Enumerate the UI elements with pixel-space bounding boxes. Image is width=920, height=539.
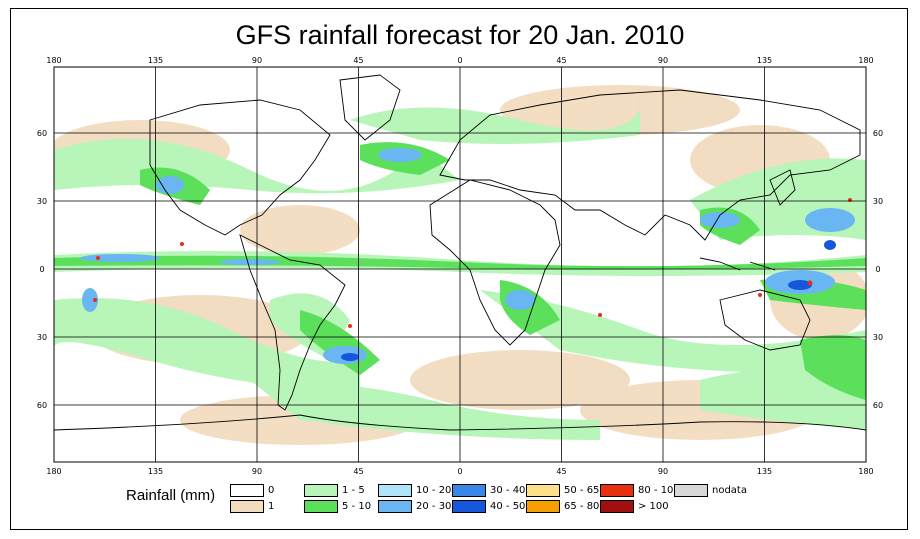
lon-tick-top: 0 bbox=[457, 56, 462, 65]
legend-swatch bbox=[230, 500, 264, 513]
legend-label: 5 - 10 bbox=[342, 501, 372, 512]
lat-tick-right: 30 bbox=[873, 333, 883, 342]
legend-title: Rainfall (mm) bbox=[126, 487, 216, 504]
lat-tick-right: 60 bbox=[873, 401, 883, 410]
lon-tick-bottom: 135 bbox=[757, 467, 772, 476]
lat-tick-right: 30 bbox=[873, 197, 883, 206]
lat-tick-left: 60 bbox=[37, 401, 47, 410]
lon-tick-top: 135 bbox=[148, 56, 163, 65]
lat-lon-grid bbox=[54, 67, 866, 462]
lon-tick-top: 180 bbox=[858, 56, 873, 65]
lat-tick-left: 0 bbox=[39, 265, 44, 274]
axis-tick-labels: 180 180 135 135 90 90 45 45 0 0 45 45 90 90 135 135 180 1… bbox=[37, 56, 883, 476]
lon-tick-top: 90 bbox=[252, 56, 262, 65]
rain-40-50mm-areas bbox=[341, 240, 836, 361]
legend-label: nodata bbox=[712, 485, 747, 496]
legend-label: 0 bbox=[268, 485, 275, 496]
legend-label: 1 - 5 bbox=[342, 485, 365, 496]
legend-label: 30 - 40 bbox=[490, 485, 526, 496]
legend-swatch bbox=[526, 500, 560, 513]
legend-swatch bbox=[378, 484, 412, 497]
lon-tick-bottom: 180 bbox=[46, 467, 61, 476]
legend-swatch bbox=[304, 484, 338, 497]
legend-swatch bbox=[230, 484, 264, 497]
legend-swatch bbox=[600, 484, 634, 497]
figure-frame bbox=[10, 8, 908, 530]
legend-label: 50 - 65 bbox=[564, 485, 600, 496]
map-title: GFS rainfall forecast for 20 Jan. 2010 bbox=[235, 20, 685, 50]
legend-swatch bbox=[674, 484, 708, 497]
lon-tick-top: 180 bbox=[46, 56, 61, 65]
legend-label: 10 - 20 bbox=[416, 485, 452, 496]
legend-swatch bbox=[452, 500, 486, 513]
lon-tick-bottom: 90 bbox=[252, 467, 262, 476]
map-border bbox=[53, 66, 867, 463]
legend-swatch bbox=[526, 484, 560, 497]
lon-tick-top: 45 bbox=[556, 56, 566, 65]
lat-tick-left: 30 bbox=[37, 197, 47, 206]
lon-tick-bottom: 0 bbox=[457, 467, 462, 476]
lat-tick-right: 0 bbox=[875, 265, 880, 274]
lon-tick-top: 135 bbox=[757, 56, 772, 65]
legend-swatch bbox=[600, 500, 634, 513]
lat-tick-right: 60 bbox=[873, 129, 883, 138]
lon-tick-bottom: 45 bbox=[353, 467, 363, 476]
legend-label: 80 - 100 bbox=[638, 485, 680, 496]
lon-tick-bottom: 45 bbox=[556, 467, 566, 476]
legend-label: 65 - 80 bbox=[564, 501, 600, 512]
lon-tick-bottom: 90 bbox=[658, 467, 668, 476]
lon-tick-bottom: 180 bbox=[858, 467, 873, 476]
rain-20-30mm-areas bbox=[80, 148, 855, 364]
legend-label: > 100 bbox=[638, 501, 669, 512]
legend-label: 1 bbox=[268, 501, 275, 512]
lat-tick-left: 60 bbox=[37, 129, 47, 138]
lon-tick-top: 90 bbox=[658, 56, 668, 65]
legend-label: 20 - 30 bbox=[416, 501, 452, 512]
lat-tick-left: 30 bbox=[37, 333, 47, 342]
legend-swatch bbox=[304, 500, 338, 513]
lon-tick-bottom: 135 bbox=[148, 467, 163, 476]
lon-tick-top: 45 bbox=[353, 56, 363, 65]
legend-label: 40 - 50 bbox=[490, 501, 526, 512]
legend-swatch bbox=[452, 484, 486, 497]
legend-swatch bbox=[378, 500, 412, 513]
